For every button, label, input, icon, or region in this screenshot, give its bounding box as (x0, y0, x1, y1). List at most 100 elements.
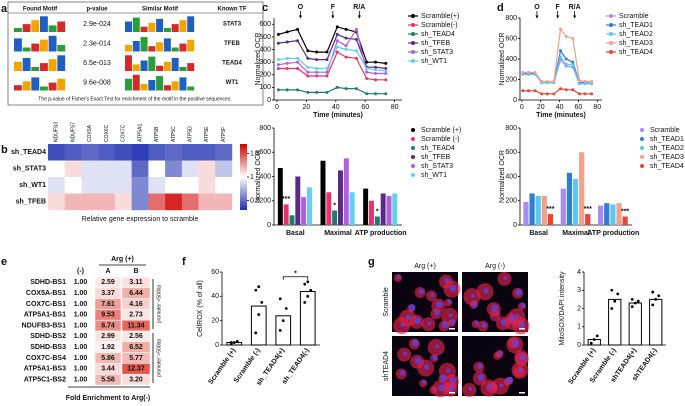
heatmap-cell (215, 160, 233, 178)
column-label: COX6C (104, 124, 110, 142)
data-point (325, 74, 329, 78)
heatmap-cell (81, 144, 99, 161)
motif-logo-letter (125, 55, 132, 71)
table-title: Arg (+) (111, 256, 134, 263)
data-point (533, 70, 537, 74)
bar (320, 160, 326, 225)
image-column-label: Arg (-) (485, 263, 505, 270)
y-tick-label: 200 (505, 76, 517, 83)
nucleus (399, 370, 406, 376)
legend-marker (411, 155, 415, 159)
data-point (374, 65, 378, 69)
data-point (285, 66, 289, 70)
bar (392, 193, 398, 225)
significance-label: * (376, 208, 379, 215)
injection-label: R/A (353, 4, 365, 11)
y-tick-label: 600 (505, 35, 517, 42)
x-tick-label: 60 (361, 104, 369, 111)
data-point (384, 72, 388, 76)
data-point (232, 341, 236, 344)
data-point (306, 70, 310, 74)
motif-logo-letter (125, 44, 132, 52)
heatmap-cell (98, 144, 116, 161)
y-tick-label: 300 (259, 59, 271, 66)
data-point (315, 90, 319, 94)
data-point (306, 280, 310, 284)
known-tf: WT1 (226, 80, 239, 86)
heatmap-cell (198, 177, 216, 194)
data-point (335, 25, 339, 29)
table-header: p-value (86, 7, 108, 13)
bar (610, 204, 616, 225)
motif-logo-letter (156, 42, 164, 52)
heatmap-cell (131, 177, 149, 194)
data-point (325, 66, 329, 70)
data-point (571, 63, 575, 67)
y-tick-label: 0 (267, 222, 271, 229)
heatmap-cell (181, 193, 199, 211)
y-tick-label: 1 (577, 324, 581, 331)
data-point (613, 299, 617, 303)
significance-label: * (333, 202, 336, 209)
colorbar (240, 144, 247, 210)
legend-label: sh_TEAD4 (421, 31, 455, 38)
data-point (365, 77, 369, 81)
legend-label: sh_STAT3 (421, 49, 453, 56)
x-tick-label: ATP production (355, 230, 407, 237)
heatmap-cell (81, 193, 99, 211)
p-value: 2.3e-014 (83, 40, 111, 47)
series-line (278, 86, 386, 95)
table-value: 1.00 (74, 366, 88, 373)
motif-logo-letter (132, 64, 140, 71)
data-point (365, 92, 369, 96)
heatmap-cell (131, 193, 149, 211)
heatmap-cell (131, 144, 149, 161)
column-label: ATP5D (188, 126, 194, 142)
data-point (552, 92, 556, 96)
motif-logo-letter (48, 25, 57, 32)
data-point (276, 66, 280, 70)
motif-logo-letter (57, 21, 66, 32)
legend-marker (411, 128, 415, 132)
data-point (296, 60, 300, 64)
y-tick-label: 0 (513, 97, 517, 104)
data-point (306, 65, 310, 69)
image-row-label: Scramble (383, 287, 390, 317)
bar (250, 305, 267, 346)
scale-bar (519, 392, 525, 394)
nucleus (448, 313, 453, 318)
nucleus (512, 340, 520, 348)
heatmap-cell (48, 177, 65, 194)
data-point (564, 57, 568, 61)
motif-logo-letter (14, 38, 22, 52)
bar (338, 170, 343, 225)
data-point (306, 74, 310, 78)
legend-marker (411, 50, 415, 54)
motif-logo-letter (140, 60, 148, 71)
legend-label: sh_TEAD2 (619, 31, 653, 38)
significance-label: * (294, 271, 297, 278)
heatmap-cell (181, 177, 199, 194)
image-column-label: Arg (+) (414, 263, 436, 270)
heatmap-cell (114, 177, 132, 194)
motif-logo-letter (148, 80, 156, 91)
table-value: 2.99 (101, 333, 115, 340)
data-point (315, 74, 319, 78)
heatmap-cell (215, 177, 233, 194)
motif-logo-letter (187, 63, 195, 71)
data-point (254, 288, 258, 292)
known-tf: TFEB (224, 41, 240, 47)
injection-label: F (331, 4, 336, 11)
legend-label: Scramble(+) (421, 13, 459, 20)
data-point (309, 288, 313, 292)
motif-logo-letter (156, 18, 164, 32)
heatmap-cell (48, 160, 65, 178)
legend-marker (640, 164, 644, 168)
injection-label: F (556, 4, 561, 11)
data-point (306, 90, 310, 94)
x-axis-label: Time (minutes) (313, 112, 363, 119)
bar (326, 192, 332, 225)
motif-logo-letter (57, 55, 66, 71)
data-point (559, 87, 563, 91)
data-point (559, 27, 563, 31)
